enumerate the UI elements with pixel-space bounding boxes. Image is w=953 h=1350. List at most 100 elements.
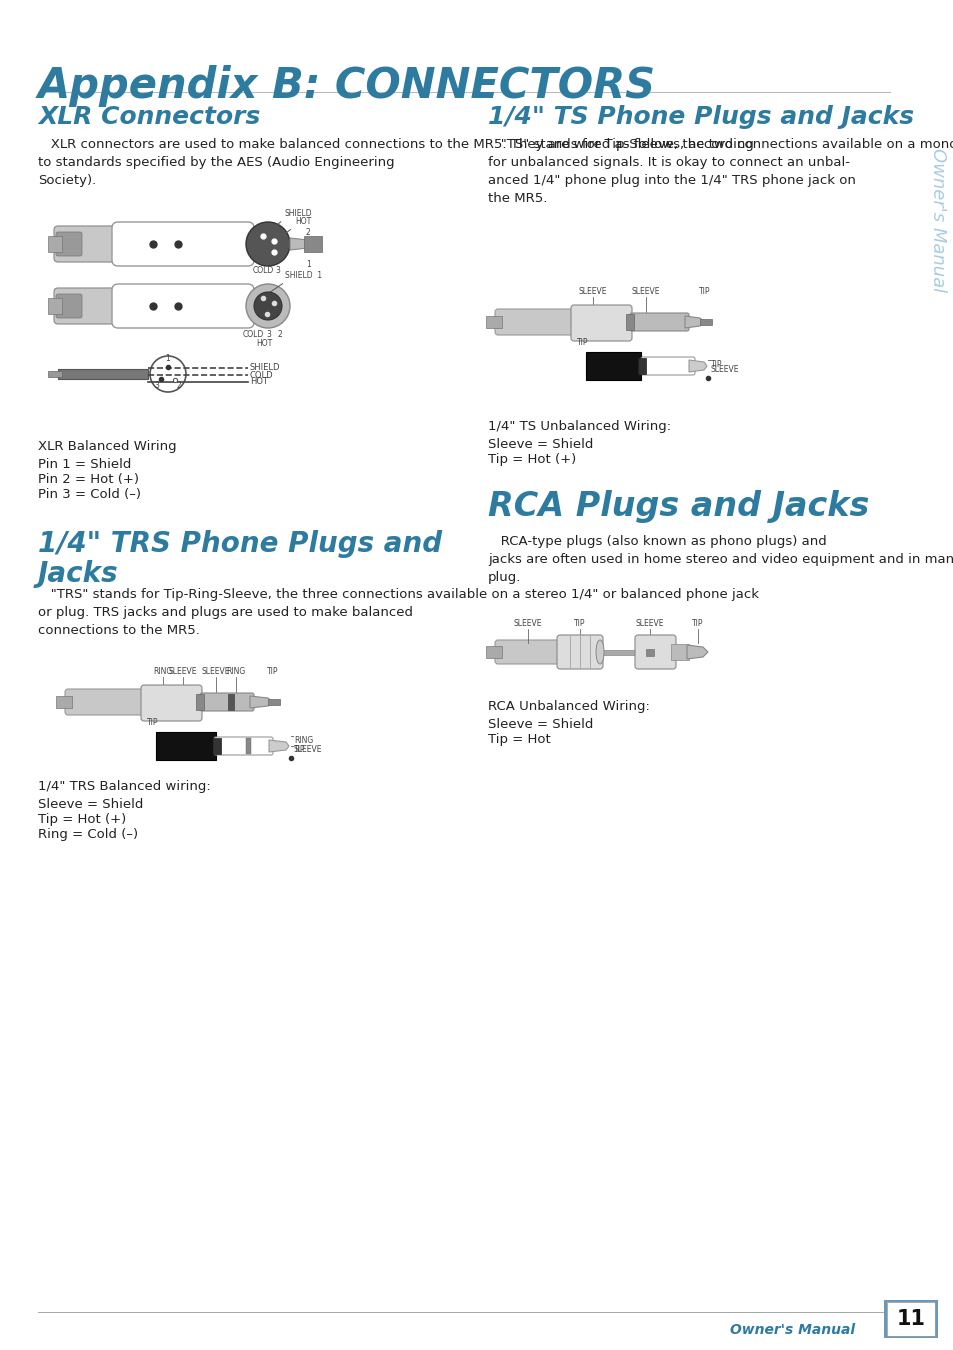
- FancyBboxPatch shape: [213, 737, 273, 755]
- Bar: [883, 1300, 937, 1338]
- Bar: [485, 316, 501, 328]
- Bar: [304, 236, 322, 252]
- Bar: [700, 319, 711, 325]
- Bar: [48, 236, 62, 252]
- Bar: [598, 649, 647, 655]
- Text: HOT: HOT: [255, 339, 272, 348]
- FancyBboxPatch shape: [200, 693, 253, 711]
- Polygon shape: [688, 360, 706, 373]
- Text: Pin 2 = Hot (+): Pin 2 = Hot (+): [38, 472, 139, 486]
- Text: COLD: COLD: [253, 266, 274, 275]
- Text: Tip = Hot (+): Tip = Hot (+): [38, 813, 126, 826]
- Polygon shape: [684, 316, 704, 328]
- Bar: [195, 694, 204, 710]
- Text: 11: 11: [896, 1310, 924, 1328]
- Circle shape: [246, 221, 290, 266]
- Text: SLEEVE: SLEEVE: [169, 667, 197, 676]
- Text: Sleeve = Shield: Sleeve = Shield: [488, 718, 593, 730]
- Text: TIP: TIP: [147, 718, 158, 728]
- Text: Owner's Manual: Owner's Manual: [928, 148, 946, 292]
- FancyBboxPatch shape: [141, 684, 202, 721]
- Bar: [48, 371, 62, 377]
- Text: SLEEVE: SLEEVE: [578, 288, 607, 296]
- Text: SHIELD  1: SHIELD 1: [285, 271, 322, 279]
- Text: Sleeve = Shield: Sleeve = Shield: [38, 798, 143, 811]
- Text: RCA-type plugs (also known as phono plugs) and
jacks are often used in home ster: RCA-type plugs (also known as phono plug…: [488, 535, 953, 585]
- Text: RCA Plugs and Jacks: RCA Plugs and Jacks: [488, 490, 868, 522]
- FancyBboxPatch shape: [495, 640, 565, 664]
- Text: SHIELD: SHIELD: [285, 209, 313, 217]
- Text: 3: 3: [154, 381, 159, 390]
- Text: SLEEVE: SLEEVE: [635, 620, 663, 628]
- Bar: [886, 1301, 934, 1336]
- Text: XLR Connectors: XLR Connectors: [38, 105, 260, 130]
- Text: RING: RING: [226, 667, 245, 676]
- Text: TIP: TIP: [267, 667, 278, 676]
- Text: Tip = Hot (+): Tip = Hot (+): [488, 454, 576, 466]
- FancyBboxPatch shape: [557, 634, 602, 670]
- FancyBboxPatch shape: [56, 294, 82, 319]
- Text: RCA Unbalanced Wiring:: RCA Unbalanced Wiring:: [488, 701, 649, 713]
- FancyBboxPatch shape: [495, 309, 580, 335]
- Bar: [585, 352, 640, 379]
- Text: 2: 2: [306, 228, 311, 238]
- Text: TIP: TIP: [699, 288, 710, 296]
- Text: XLR connectors are used to make balanced connections to the MR5. They are wired : XLR connectors are used to make balanced…: [38, 138, 753, 188]
- Text: TIP: TIP: [692, 620, 703, 628]
- Text: COLD: COLD: [250, 370, 274, 379]
- Text: 1/4" TRS Balanced wiring:: 1/4" TRS Balanced wiring:: [38, 780, 211, 792]
- Text: TIP: TIP: [710, 360, 721, 369]
- Text: SHIELD: SHIELD: [250, 363, 280, 373]
- Bar: [638, 358, 645, 374]
- Bar: [645, 649, 654, 656]
- Bar: [670, 644, 688, 660]
- Text: TIP: TIP: [577, 338, 588, 347]
- Bar: [268, 699, 280, 705]
- FancyBboxPatch shape: [54, 225, 132, 262]
- Text: COLD: COLD: [242, 329, 263, 339]
- Text: 3: 3: [274, 266, 279, 275]
- Polygon shape: [269, 740, 289, 752]
- Text: HOT: HOT: [294, 217, 311, 225]
- Text: 1/4" TS Phone Plugs and Jacks: 1/4" TS Phone Plugs and Jacks: [488, 105, 913, 130]
- Text: HOT: HOT: [250, 378, 268, 386]
- Text: SLEEVE: SLEEVE: [631, 288, 659, 296]
- Text: Pin 3 = Cold (–): Pin 3 = Cold (–): [38, 487, 141, 501]
- Text: 1: 1: [306, 261, 311, 269]
- Text: Ring = Cold (–): Ring = Cold (–): [38, 828, 138, 841]
- Polygon shape: [686, 645, 707, 659]
- Text: Appendix B: CONNECTORS: Appendix B: CONNECTORS: [38, 65, 656, 107]
- Bar: [56, 697, 71, 707]
- Text: 1/4" TRS Phone Plugs and
Jacks: 1/4" TRS Phone Plugs and Jacks: [38, 531, 441, 589]
- Text: Sleeve = Shield: Sleeve = Shield: [488, 437, 593, 451]
- Bar: [625, 315, 634, 329]
- FancyBboxPatch shape: [571, 305, 631, 342]
- Text: SLEEVE: SLEEVE: [514, 620, 541, 628]
- FancyBboxPatch shape: [65, 688, 151, 716]
- Text: Tip = Hot: Tip = Hot: [488, 733, 550, 747]
- Text: RING: RING: [153, 667, 172, 676]
- Bar: [156, 732, 215, 760]
- Text: Owner's Manual: Owner's Manual: [729, 1323, 854, 1336]
- FancyBboxPatch shape: [629, 313, 688, 331]
- Text: 1/4" TS Unbalanced Wiring:: 1/4" TS Unbalanced Wiring:: [488, 420, 670, 433]
- Bar: [228, 694, 233, 710]
- Text: RING: RING: [294, 736, 313, 745]
- FancyBboxPatch shape: [112, 221, 253, 266]
- Text: "TS" stands for Tip-Sleeve, the two connections available on a mono 1/4" phone j: "TS" stands for Tip-Sleeve, the two conn…: [488, 138, 953, 205]
- Ellipse shape: [596, 640, 603, 664]
- Text: TIP: TIP: [574, 620, 585, 628]
- FancyBboxPatch shape: [112, 284, 253, 328]
- Text: 2: 2: [177, 381, 182, 390]
- Text: 2: 2: [277, 329, 282, 339]
- Circle shape: [253, 292, 282, 320]
- Circle shape: [150, 356, 186, 392]
- Bar: [213, 738, 221, 755]
- Polygon shape: [250, 697, 273, 707]
- Bar: [485, 647, 501, 657]
- Text: "TRS" stands for Tip-Ring-Sleeve, the three connections available on a stereo 1/: "TRS" stands for Tip-Ring-Sleeve, the th…: [38, 589, 759, 637]
- Bar: [246, 738, 251, 755]
- Bar: [58, 369, 148, 379]
- Text: TIP: TIP: [294, 745, 305, 755]
- Text: SLEEVE: SLEEVE: [201, 667, 230, 676]
